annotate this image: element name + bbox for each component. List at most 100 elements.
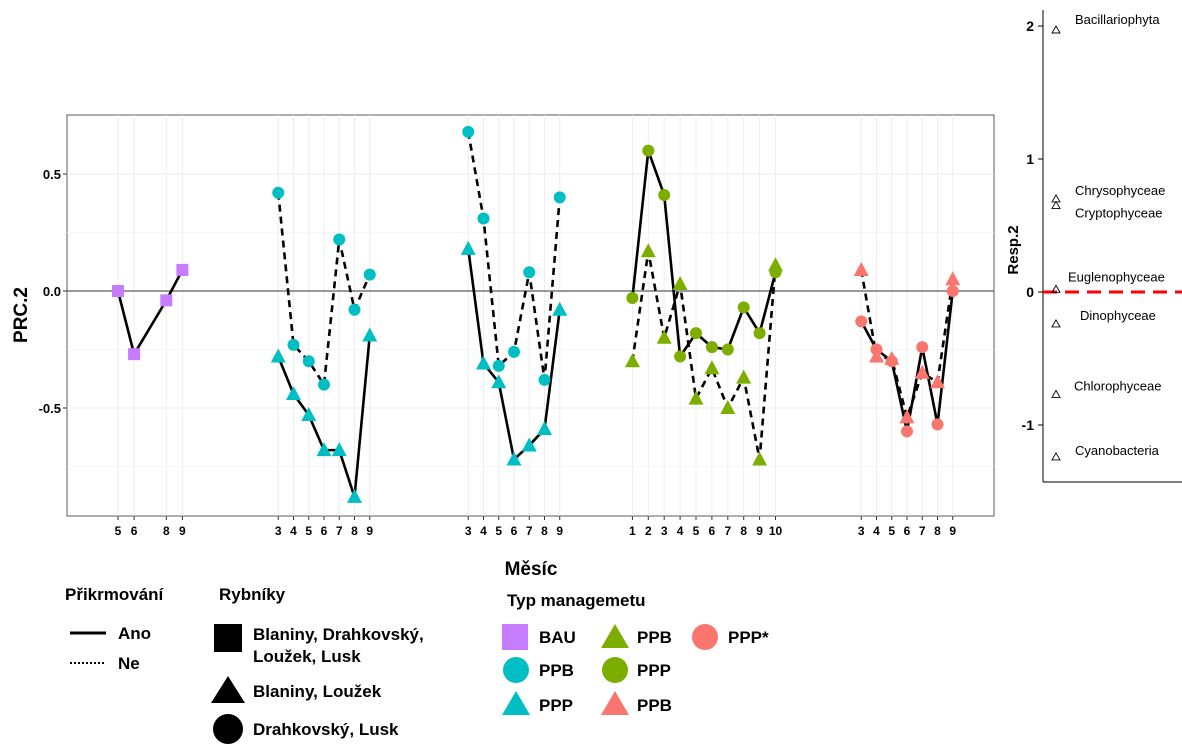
data-point-circle bbox=[462, 125, 475, 138]
species-label: Chrysophyceae bbox=[1075, 183, 1165, 198]
data-point-circle bbox=[931, 418, 944, 431]
species-label: Bacillariophyta bbox=[1075, 12, 1160, 27]
x-tick-label: 5 bbox=[115, 524, 122, 538]
x-tick-label: 6 bbox=[709, 524, 716, 538]
data-point-triangle bbox=[537, 421, 552, 436]
data-point-circle bbox=[946, 285, 959, 297]
legend-olive-triangle-label: PPB bbox=[637, 628, 672, 647]
x-tick-label: 3 bbox=[858, 524, 865, 538]
x-tick-label: 9 bbox=[556, 524, 563, 538]
data-point-circle bbox=[870, 343, 883, 356]
x-tick-label: 9 bbox=[949, 524, 956, 538]
data-point-triangle bbox=[672, 275, 688, 290]
x-tick-label: 5 bbox=[495, 524, 502, 538]
series-line-solid bbox=[116, 269, 184, 356]
species-label: Cryptophyceae bbox=[1075, 206, 1162, 221]
legend-ponds: Rybníky Blaniny, Drahkovský, Loužek, Lus… bbox=[211, 585, 424, 744]
species-point-triangle bbox=[1051, 284, 1061, 293]
data-point-triangle bbox=[476, 355, 491, 370]
x-tick-label: 8 bbox=[541, 524, 548, 538]
data-point-circle bbox=[885, 355, 898, 368]
data-point-triangle bbox=[347, 488, 362, 503]
data-point-triangle bbox=[768, 257, 783, 272]
legend-salmon-triangle-label: PPB bbox=[637, 696, 672, 715]
x-tick-label: 1 bbox=[629, 524, 636, 538]
x-tick-label: 9 bbox=[756, 524, 763, 538]
legend-olive-circle-label: PPP bbox=[637, 661, 671, 680]
x-tick-label: 5 bbox=[693, 524, 700, 538]
x-tick-label: 2 bbox=[645, 524, 652, 538]
legend-management-title: Typ managemetu bbox=[507, 591, 646, 610]
x-tick-label: 9 bbox=[179, 524, 186, 538]
data-point-triangle bbox=[704, 360, 720, 375]
data-point-triangle bbox=[331, 442, 347, 457]
data-point-square bbox=[128, 348, 141, 361]
x-tick-label: 6 bbox=[321, 524, 328, 538]
legend-bau-label: BAU bbox=[539, 628, 576, 647]
data-point-circle bbox=[272, 186, 285, 199]
data-point-circle bbox=[523, 266, 536, 279]
data-point-circle bbox=[753, 327, 766, 340]
x-tick-label: 7 bbox=[336, 524, 343, 538]
data-point-triangle bbox=[752, 451, 768, 466]
x-tick-label: 8 bbox=[163, 524, 170, 538]
data-point-circle bbox=[855, 315, 868, 328]
data-point-triangle bbox=[301, 407, 317, 422]
legend-teal-triangle-key bbox=[502, 691, 530, 715]
species-label: Euglenophyceae bbox=[1068, 269, 1165, 284]
species-point-triangle bbox=[1051, 25, 1061, 34]
x-tick-label: 8 bbox=[740, 524, 747, 538]
x-tick-label: 4 bbox=[290, 524, 297, 538]
legend-feeding-title: Přikrmování bbox=[65, 585, 165, 604]
data-point-circle bbox=[287, 338, 300, 351]
data-point-triangle bbox=[624, 353, 640, 368]
y-tick-label: -0.5 bbox=[39, 401, 61, 416]
data-point-triangle bbox=[506, 451, 522, 466]
data-point-triangle bbox=[491, 374, 507, 389]
data-point-square bbox=[160, 294, 173, 307]
data-point-circle bbox=[492, 359, 505, 372]
legend-triangle-shape bbox=[211, 676, 245, 703]
species-y-ticks: 2 1 0 -1 bbox=[1022, 18, 1043, 433]
data-point-triangle bbox=[720, 400, 736, 414]
legend-ponds-title: Rybníky bbox=[219, 585, 286, 604]
data-point-triangle bbox=[853, 261, 869, 276]
species-label: Cyanobacteria bbox=[1075, 443, 1160, 458]
species-point-triangle bbox=[1051, 200, 1061, 210]
data-point-triangle bbox=[656, 329, 672, 344]
data-point-circle bbox=[626, 292, 639, 305]
legend-feeding-no: Ne bbox=[118, 654, 140, 673]
data-point-circle bbox=[674, 350, 687, 363]
legend-teal-triangle-label: PPP bbox=[539, 696, 573, 715]
y-tick-label: 0.5 bbox=[43, 167, 61, 182]
y-tick-label: 0.0 bbox=[43, 284, 61, 299]
data-point-triangle bbox=[362, 327, 378, 342]
x-tick-label: 4 bbox=[677, 524, 684, 538]
data-point-circle bbox=[363, 268, 376, 281]
data-point-circle bbox=[690, 327, 702, 340]
legend-management: Typ managemetu BAU PPB PPP PPB PPP PPB P… bbox=[502, 591, 769, 715]
legend-salmon-circle-key bbox=[692, 624, 718, 650]
data-point-triangle bbox=[899, 409, 915, 424]
x-tick-label: 5 bbox=[305, 524, 312, 538]
x-tick-label: 9 bbox=[366, 524, 373, 538]
legend-salmon-triangle-key bbox=[601, 691, 629, 715]
x-tick-label: 4 bbox=[480, 524, 487, 538]
legend-olive-circle-key bbox=[602, 657, 628, 683]
data-point-triangle bbox=[945, 271, 961, 286]
legend-teal-circle-label: PPB bbox=[539, 661, 574, 680]
x-tick-label: 5 bbox=[888, 524, 895, 538]
x-tick-labels: 5 6 8 9 3 4 5 6 7 8 9 3 4 5 6 7 8 9 1 2 3 4 5 6 7 8 9 10 3 4 5 6 7 8 9 bbox=[115, 516, 956, 538]
data-point-square bbox=[112, 285, 124, 297]
x-tick-label: 4 bbox=[873, 524, 880, 538]
data-point-triangle bbox=[270, 348, 286, 363]
data-point-circle bbox=[508, 345, 520, 358]
plot-panel bbox=[66, 114, 995, 517]
species-point-triangle bbox=[1051, 389, 1061, 398]
data-point-circle bbox=[737, 301, 750, 314]
data-point-triangle bbox=[552, 301, 568, 316]
x-tick-label: 7 bbox=[526, 524, 533, 538]
data-point-triangle bbox=[930, 374, 945, 389]
x-tick-label: 8 bbox=[934, 524, 941, 538]
data-point-triangle bbox=[521, 437, 537, 452]
